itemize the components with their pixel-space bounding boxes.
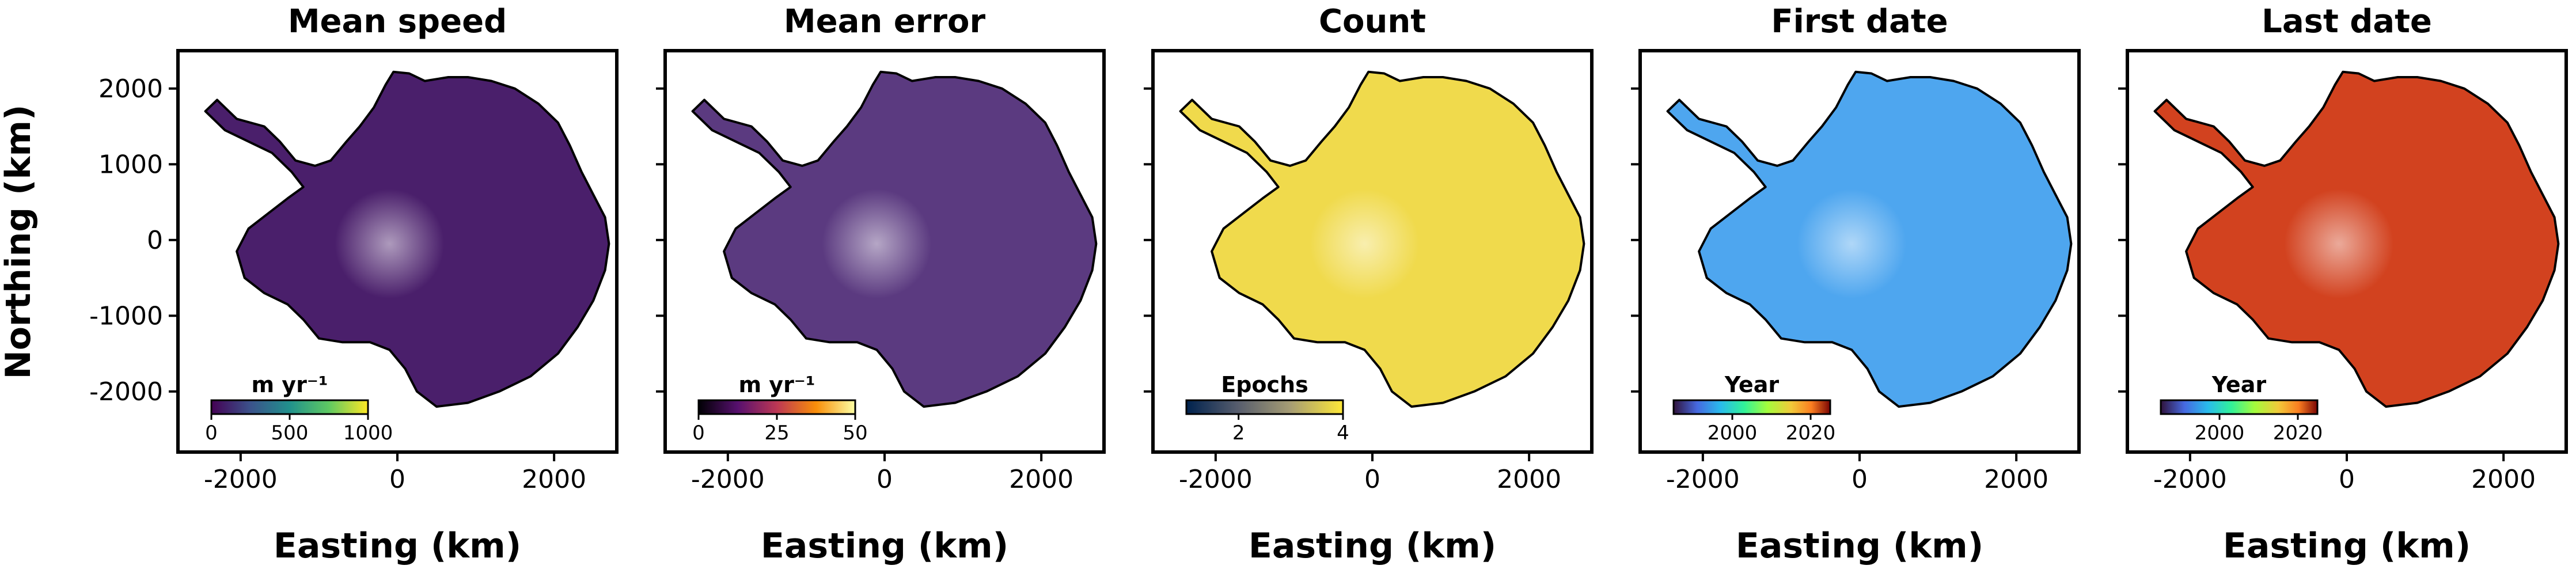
x-tick-label-last-date: 0 bbox=[2339, 465, 2355, 494]
colorbar-label-first-date: Year bbox=[1724, 372, 1779, 397]
x-axis-label-count: Easting (km) bbox=[1249, 526, 1496, 566]
x-tick-label-mean-speed: 2000 bbox=[522, 465, 586, 494]
x-tick-label-first-date: 2000 bbox=[1984, 465, 2048, 494]
colorbar-tick-label-last-date: 2020 bbox=[2273, 422, 2323, 445]
colorbar-tick-label-count: 2 bbox=[1232, 422, 1245, 445]
panel-title-first-date: First date bbox=[1771, 3, 1948, 40]
panel-mean-speed: Mean speed -2000 0 2000 2000 1000 0 -1000 -2000 E… bbox=[89, 3, 619, 566]
x-tick-label-first-date: 0 bbox=[1852, 465, 1868, 494]
colorbar-label-mean-speed: m yr⁻¹ bbox=[251, 372, 328, 397]
panel-first-date: First date -2000 0 2000 Easting (km) Year 2000… bbox=[1631, 3, 2081, 566]
colorbar-first-date bbox=[1672, 399, 1831, 415]
colorbar-label-count: Epochs bbox=[1221, 372, 1308, 397]
pole-region-count bbox=[1310, 189, 1420, 299]
panel-last-date: Last date -2000 0 2000 Easting (km) Year 2000 2… bbox=[2118, 3, 2568, 566]
x-tick-label-count: 2000 bbox=[1497, 465, 1561, 494]
colorbar-tick-label-first-date: 2020 bbox=[1786, 422, 1836, 445]
colorbar-tick-label-mean-speed: 500 bbox=[271, 422, 309, 445]
y-axis-label: Northing (km) bbox=[0, 105, 39, 380]
colorbar-tick-label-mean-error: 50 bbox=[843, 422, 867, 445]
y-tick-label-mean-speed: -1000 bbox=[89, 301, 163, 331]
panel-count: Count -2000 0 2000 Easting (km) Epochs 2 4 bbox=[1144, 3, 1594, 566]
colorbar-tick-label-first-date: 2000 bbox=[1708, 422, 1758, 445]
colorbar-last-date bbox=[2160, 399, 2319, 415]
x-tick-label-mean-error: -2000 bbox=[691, 465, 765, 494]
x-axis-label-last-date: Easting (km) bbox=[2223, 526, 2471, 566]
colorbar-count bbox=[1185, 399, 1344, 415]
panel-title-last-date: Last date bbox=[2262, 3, 2432, 40]
colorbar-tick-label-count: 4 bbox=[1337, 422, 1349, 445]
y-tick-label-mean-speed: 0 bbox=[147, 226, 163, 255]
x-tick-label-count: -2000 bbox=[1179, 465, 1253, 494]
pole-region-mean-speed bbox=[335, 189, 445, 299]
x-axis-label-mean-speed: Easting (km) bbox=[274, 526, 521, 566]
colorbar-tick-label-last-date: 2000 bbox=[2195, 422, 2245, 445]
colorbar-mean-speed bbox=[210, 399, 369, 415]
panel-title-mean-error: Mean error bbox=[784, 3, 986, 40]
panel-mean-error: Mean error -2000 0 2000 Easting (km) m yr⁻¹ 0 2… bbox=[656, 3, 1106, 566]
colorbar-tick-label-mean-speed: 0 bbox=[205, 422, 218, 445]
pole-region-mean-error bbox=[822, 189, 932, 299]
pole-region-last-date bbox=[2284, 189, 2394, 299]
x-axis-label-first-date: Easting (km) bbox=[1736, 526, 1983, 566]
colorbar-tick-label-mean-speed: 1000 bbox=[343, 422, 393, 445]
x-axis-label-mean-error: Easting (km) bbox=[761, 526, 1008, 566]
panel-title-mean-speed: Mean speed bbox=[288, 3, 507, 40]
panel-title-count: Count bbox=[1319, 3, 1426, 40]
colorbar-tick-label-mean-error: 25 bbox=[764, 422, 789, 445]
colorbar-label-mean-error: m yr⁻¹ bbox=[738, 372, 815, 397]
x-tick-label-mean-speed: -2000 bbox=[204, 465, 278, 494]
y-tick-label-mean-speed: 1000 bbox=[98, 150, 163, 179]
x-tick-label-mean-error: 2000 bbox=[1009, 465, 1073, 494]
colorbar-mean-error bbox=[697, 399, 856, 415]
panels: Mean speed-2000 0 2000200010000-1000-2000E… bbox=[89, 3, 2568, 566]
pole-region-first-date bbox=[1797, 189, 1907, 299]
colorbar-tick-label-mean-error: 0 bbox=[692, 422, 705, 445]
x-tick-label-mean-speed: 0 bbox=[389, 465, 405, 494]
y-tick-label-mean-speed: 2000 bbox=[98, 74, 163, 104]
y-tick-label-mean-speed: -2000 bbox=[89, 377, 163, 407]
colorbar-label-last-date: Year bbox=[2211, 372, 2266, 397]
x-tick-label-last-date: -2000 bbox=[2153, 465, 2227, 494]
x-tick-label-count: 0 bbox=[1364, 465, 1380, 494]
x-tick-label-last-date: 2000 bbox=[2471, 465, 2536, 494]
x-tick-label-first-date: -2000 bbox=[1666, 465, 1740, 494]
x-tick-label-mean-error: 0 bbox=[877, 465, 893, 494]
